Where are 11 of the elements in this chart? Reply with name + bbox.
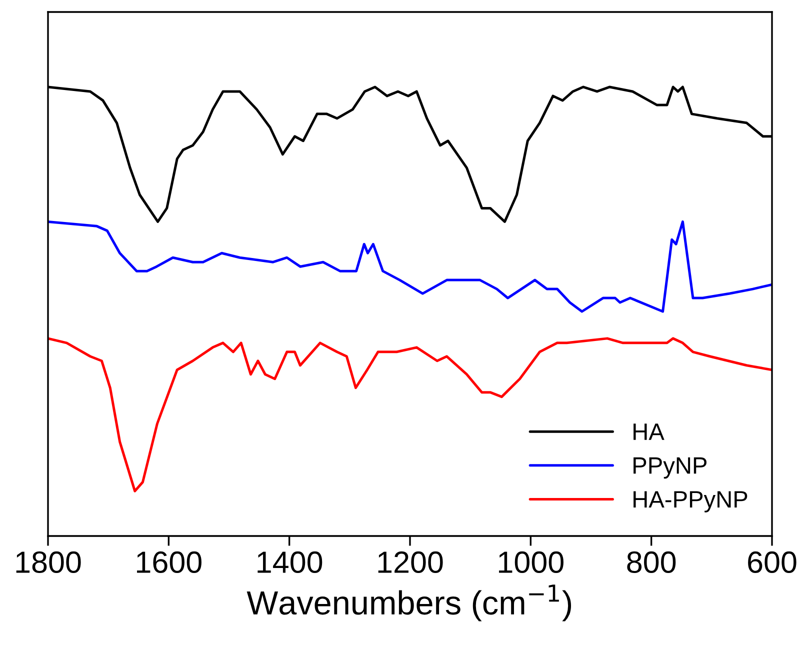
x-tick-label: 1600 [137,551,202,574]
x-tick-label: 1400 [258,551,322,574]
legend-label: PPyNP [634,457,706,479]
x-tick-label: 1000 [499,551,564,574]
x-tick-label: 1800 [16,551,81,574]
x-tick-label: 800 [627,551,676,574]
x-axis-title: Wavenumbers (cm$^{−1}$) [246,584,572,622]
legend-label: HA-PPyNP [634,491,748,512]
x-tick-label: 1200 [378,551,443,574]
x-tick-label: 600 [748,551,796,574]
legend-label: HA [634,424,664,440]
